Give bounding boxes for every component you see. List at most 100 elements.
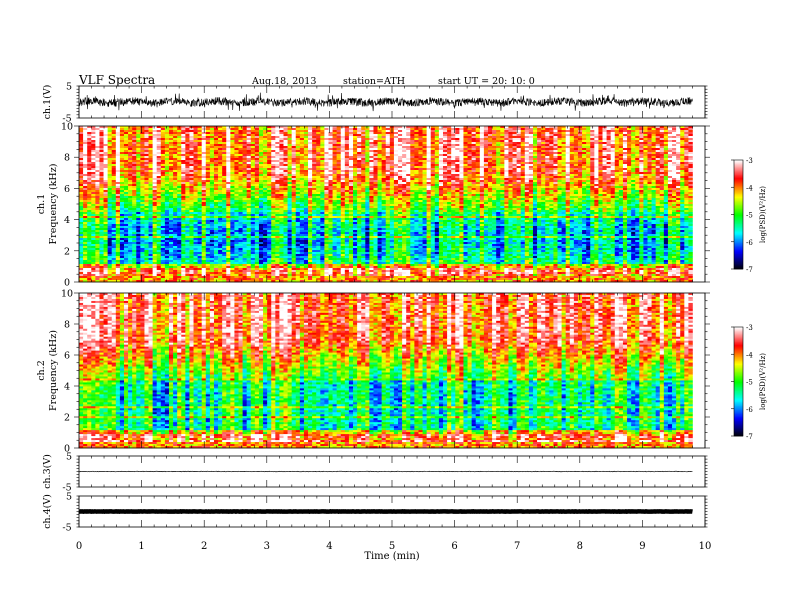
ch1-spectrogram-cell [557,146,562,149]
ch1-spectrogram-cell [487,168,493,171]
ch1-spectrogram-cell [140,182,145,185]
ch1-spectrogram-cell [238,182,243,185]
ch1-spectrogram-cell [312,144,317,147]
ch1-spectrogram-cell [524,126,530,129]
ch1-spectrogram-cell [263,146,268,149]
ch1-spectrogram-cell [537,178,542,181]
ch1-spectrogram-cell [160,180,166,183]
ch1-spectrogram-cell [320,180,325,183]
ch1-spectrogram-cell [152,150,158,153]
ch1-spectrogram-cell [680,140,685,143]
ch1-spectrogram-cell [99,176,104,179]
ch1-spectrogram-cell [373,126,378,129]
ch1-spectrogram-cell [181,136,186,139]
ch1-spectrogram-cell [573,150,579,153]
ch1-spectrogram-cell [622,176,628,179]
ch1-spectrogram-cell [553,174,558,177]
ch1-spectrogram-cell [201,132,207,135]
ch1-spectrogram-cell [565,134,571,137]
ch1-spectrogram-cell [275,186,280,189]
ch1-spectrogram-cell [144,178,149,181]
ch1-spectrogram-cell [577,130,583,133]
ch1-spectrogram-cell [230,180,235,183]
ch1-spectrogram-cell [418,170,423,173]
ch1-spectrogram-cell [205,182,211,185]
ch1-spectrogram-cell [520,158,526,161]
ch1-spectrogram-cell [91,144,96,147]
ch1-spectrogram-cell [234,152,239,155]
ch1-spectrogram-cell [201,180,207,183]
ch1-spectrogram-cell [537,128,542,131]
ch1-spectrogram-cell [545,170,550,173]
ch1-spectrogram-cell [393,136,399,139]
ch1-spectrogram-cell [226,168,231,171]
ch1-spectrogram-cell [373,180,378,183]
ch1-spectrogram-cell [508,146,513,149]
ch1-spectrogram-cell [328,148,333,151]
ch1-spectrogram-cell [475,164,481,167]
ch1-spectrogram-cell [197,130,202,133]
ch1-spectrogram-cell [119,176,125,179]
ch1-spectrogram-cell [111,128,117,131]
ch1-spectrogram-cell [528,138,534,141]
ch1-spectrogram-cell [582,156,587,159]
ch1-spectrogram-cell [541,158,546,161]
ch1-spectrogram-cell [463,160,468,163]
ch1-spectrogram-cell [308,150,313,153]
ch1-spectrogram-cell [676,138,681,141]
ch1-spectrogram-cell [299,162,305,165]
ch1-spectrogram-cell [324,176,329,179]
ch1-spectrogram-cell [365,184,370,187]
ch1-spectrogram-cell [393,180,399,183]
ch1-spectrogram-cell [275,162,280,165]
ch1-spectrogram-cell [418,176,423,179]
ch1-spectrogram-cell [177,168,182,171]
ch1-spectrogram-cell [610,126,616,129]
ch1-spectrogram-cell [643,146,648,149]
ch1-spectrogram-cell [254,138,260,141]
ch1-spectrogram-cell [99,174,104,177]
ch1-spectrogram-cell [115,152,121,155]
ch1-spectrogram-cell [369,182,374,185]
ch1-spectrogram-cell [316,178,321,181]
ch1-spectrogram-cell [622,172,628,175]
ch1-spectrogram-cell [230,136,235,139]
ch1-spectrogram-cell [389,144,395,147]
ch1-spectrogram-cell [328,134,333,137]
ch1-spectrogram-cell [87,138,92,141]
ch1-spectrogram-cell [569,138,575,141]
ch1-spectrogram-cell [635,154,640,157]
ch1-spectrogram-cell [369,142,374,145]
ch1-spectrogram-cell [115,186,121,189]
ch1-spectrogram-cell [271,152,276,155]
ch3-waveform-panel: 5-5ch.3(V) [42,452,708,494]
ch1-spectrogram-cell [549,148,554,151]
ch1-spectrogram-cell [209,130,215,133]
ch1-spectrogram-cell [348,170,354,173]
ch1-spectrogram-cell [181,186,186,189]
ch1-spectrogram-cell [537,148,542,151]
ch1-spectrogram-cell [258,168,264,171]
ch1-spectrogram-cell [91,162,96,165]
ch1-spectrogram-cell [602,174,607,177]
ch1-spectrogram-cell [295,164,301,167]
ch1-spectrogram-cell [189,154,194,157]
ch1-spectrogram-cell [577,168,583,171]
ch1-spectrogram-cell [528,156,534,159]
ch1-spectrogram-cell [492,134,497,137]
ch1-spectrogram-cell [508,150,513,153]
ch1-spectrogram-cell [426,136,432,139]
ch1-spectrogram-cell [398,186,403,189]
ch1-spectrogram-cell [209,182,215,185]
ch1-spectrogram-cell [475,156,481,159]
ch1-spectrogram-cell [222,184,227,187]
ch1-spectrogram-cell [463,182,468,185]
ch1-spectrogram-cell [475,168,481,171]
ch1-spectrogram-cell [557,162,562,165]
ch1-spectrogram-cell [496,184,501,187]
ch1-spectrogram-cell [434,146,440,149]
ch1-spectrogram-cell [627,126,632,129]
ch1-spectrogram-cell [148,186,153,189]
ch1-spectrogram-cell [627,134,632,137]
ch1-spectrogram-cell [340,170,346,173]
